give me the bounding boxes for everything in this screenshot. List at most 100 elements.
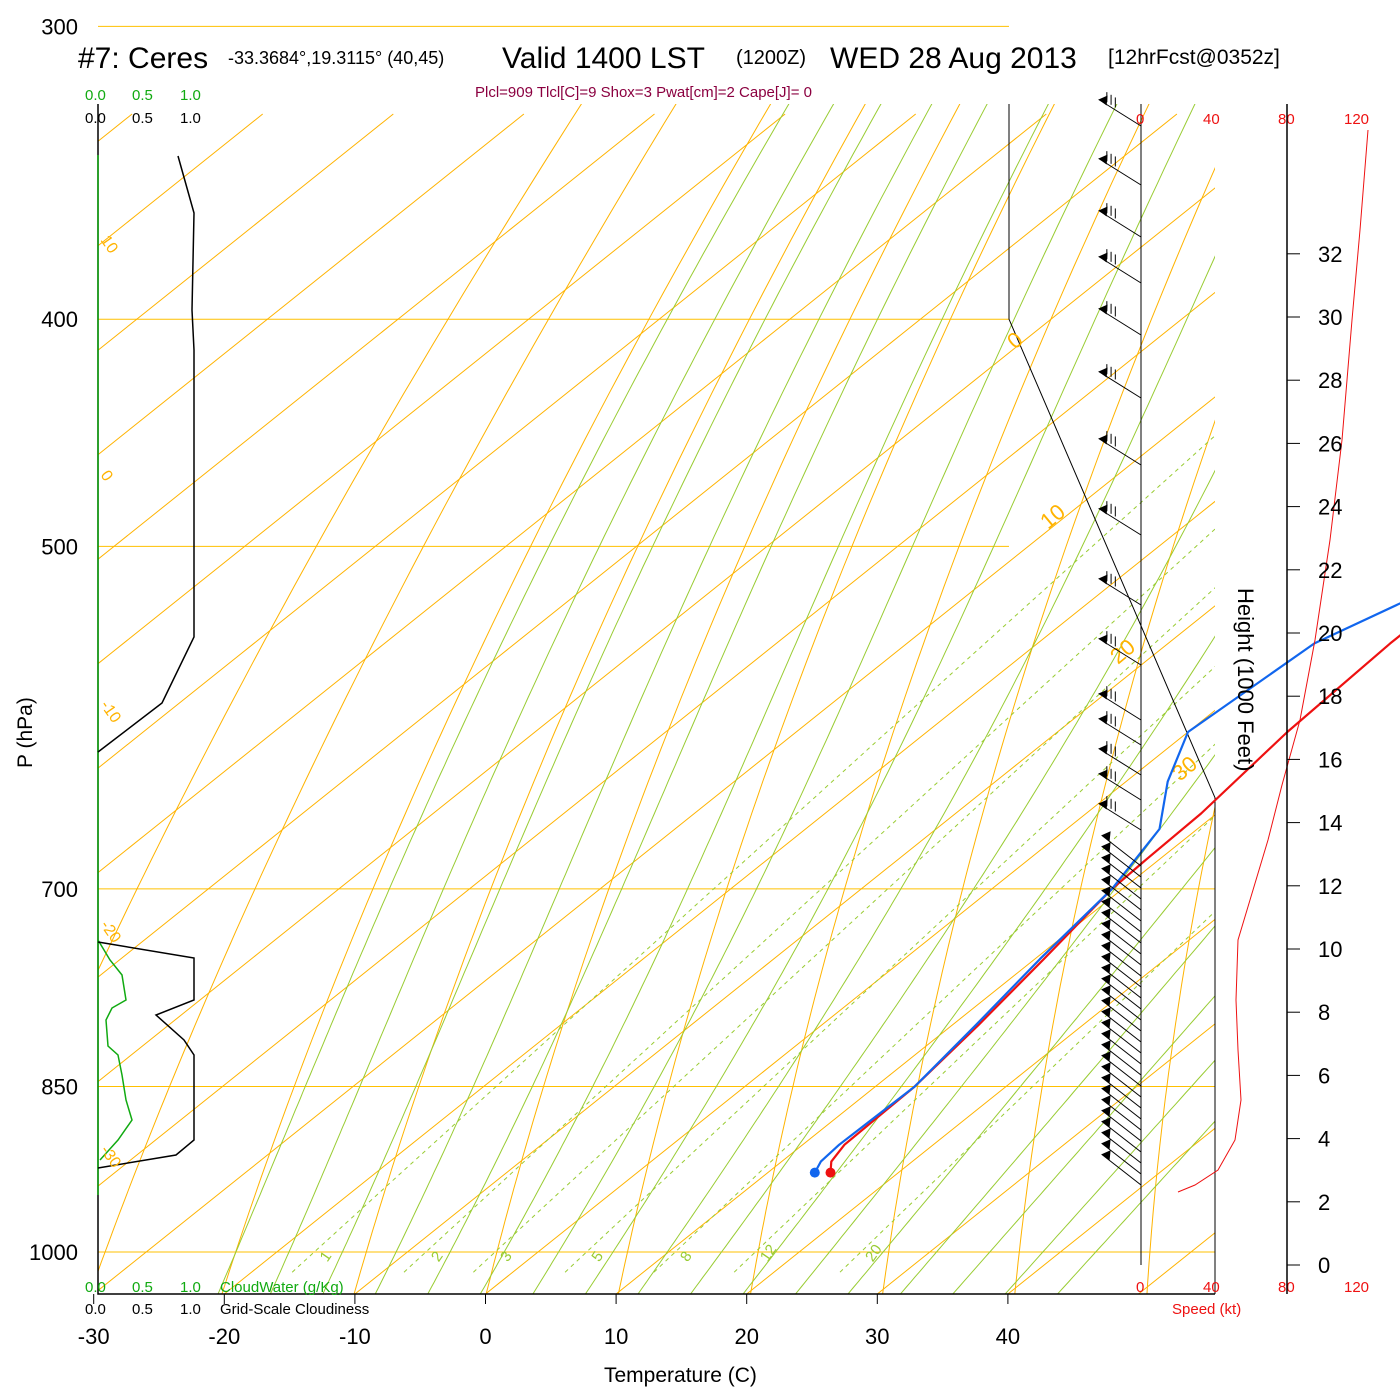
- wind-barb-staff: [1101, 1065, 1142, 1098]
- wind-barb-pennant: [1101, 941, 1111, 952]
- cloudiness-profile-lower: [97, 941, 195, 1169]
- wind-barb-staff: [1101, 1054, 1142, 1087]
- wind-barb-staff: [1101, 1021, 1142, 1054]
- pressure-tick-400: 400: [41, 307, 78, 332]
- wind-barb-staff: [1101, 944, 1142, 977]
- height-tick-label: 22: [1318, 558, 1342, 583]
- height-axis-label: Height (1000 Feet): [1233, 588, 1258, 771]
- moist-adiabat-line: [532, 104, 1118, 1294]
- dry-adiabat-line: [882, 166, 1215, 1294]
- height-tick-label: 32: [1318, 242, 1342, 267]
- height-tick-label: 28: [1318, 368, 1342, 393]
- wind-barb-staff: [1101, 889, 1142, 922]
- moist-adiabat-line: [217, 104, 790, 1294]
- wind-speed-profile: [1177, 129, 1369, 1193]
- isotherm-label-left: -10: [97, 698, 124, 727]
- isobar-lines: [98, 25, 1215, 1253]
- speed-bottom-tick-1: 40: [1203, 1279, 1220, 1296]
- cloudiness-bottom-tick-2: 1.0: [180, 1301, 201, 1318]
- isotherm-line: [98, 113, 394, 351]
- height-tick-label: 0: [1318, 1253, 1330, 1278]
- wind-panel: 0 40 80 120 0 40 80 120 Speed (kt): [1136, 104, 1369, 1318]
- height-tick-label: 2: [1318, 1190, 1330, 1215]
- pressure-tick-500: 500: [41, 534, 78, 559]
- cloudiness-bottom-tick-0: 0.0: [85, 1301, 106, 1318]
- moist-adiabat-line: [479, 104, 1049, 1294]
- forecast-info: [12hrFcst@0352z]: [1108, 46, 1280, 69]
- wind-barb-pennant: [1098, 504, 1108, 515]
- isotherm-line: [223, 500, 1215, 1294]
- wind-barb-staff: [1101, 1131, 1142, 1164]
- wind-barb-pennant: [1098, 689, 1108, 700]
- isotherm-line: [98, 113, 786, 665]
- cloudiness-bottom-tick-1: 0.5: [132, 1301, 153, 1318]
- station-title: #7: Ceres: [78, 42, 208, 75]
- speed-top-tick-3: 120: [1344, 111, 1369, 128]
- mixing-ratio-label: 8: [677, 1248, 696, 1265]
- mixing-ratio-label: 2: [428, 1248, 447, 1265]
- wind-barb-staff: [1101, 922, 1142, 955]
- temperature-tick-label: -10: [339, 1324, 371, 1349]
- wind-barb-pennant: [1098, 634, 1108, 645]
- temperature-tick-label: 20: [734, 1324, 758, 1349]
- speed-bottom-tick-3: 120: [1344, 1279, 1369, 1296]
- wind-barb-pennant: [1101, 930, 1111, 941]
- height-tick-label: 4: [1318, 1127, 1330, 1152]
- wind-barb-staff: [1101, 911, 1142, 944]
- wind-barb-pennant: [1101, 886, 1111, 897]
- temperature-tick-label: 40: [996, 1324, 1020, 1349]
- isotherm-label-right: 20: [1105, 634, 1140, 669]
- wind-barb-staff: [1101, 878, 1142, 911]
- wind-barb-pennant: [1098, 714, 1108, 725]
- temperature-tick-label: 30: [865, 1324, 889, 1349]
- moist-adiabat-line: [269, 104, 835, 1294]
- dry-adiabat-line: [1014, 419, 1215, 1294]
- moist-adiabat-line: [689, 469, 1215, 1294]
- zulu-time: (1200Z): [736, 47, 806, 69]
- moist-adiabat-line: [952, 995, 1215, 1294]
- temperature-tick-label: 0: [479, 1324, 491, 1349]
- wind-barb-pennant: [1101, 908, 1111, 919]
- wind-barb-pennant: [1098, 206, 1108, 217]
- height-tick-label: 20: [1318, 621, 1342, 646]
- temperature-tick-label: 10: [604, 1324, 628, 1349]
- height-tick-label: 6: [1318, 1063, 1330, 1088]
- wind-barb-pennant: [1101, 875, 1111, 886]
- wind-barb-staff: [1101, 856, 1142, 889]
- height-tick-label: 26: [1318, 431, 1342, 456]
- wind-barb-pennant: [1101, 1106, 1111, 1117]
- wind-barb-pennant: [1101, 853, 1111, 864]
- wind-barb-staff: [1101, 1142, 1142, 1175]
- frame-left-bottom: [97, 104, 1215, 1295]
- cloudwater-top-tick-1: 0.5: [132, 87, 153, 104]
- wind-barb-pennant: [1101, 1062, 1111, 1073]
- wind-barb-pennant: [1098, 744, 1108, 755]
- dry-adiabat-line: [353, 104, 866, 1294]
- height-tick-label: 16: [1318, 747, 1342, 772]
- cloudwater-profile: [97, 939, 133, 1161]
- wind-barb-pennant: [1101, 963, 1111, 974]
- height-tick-label: 12: [1318, 874, 1342, 899]
- wind-barbs: [1098, 92, 1142, 1186]
- isotherm-line: [485, 709, 1215, 1294]
- pressure-axis-label: P (hPa): [14, 697, 37, 768]
- dry-adiabat-line: [750, 104, 1150, 1294]
- moist-adiabat-line: [847, 846, 1215, 1294]
- height-tick-label: 8: [1318, 1000, 1330, 1025]
- mixing-ratio-lines: [291, 435, 1215, 1273]
- wind-barb-staff: [1101, 1087, 1142, 1120]
- wind-barb-staff: [1101, 1153, 1142, 1186]
- mixing-ratio-line: [653, 743, 1215, 1273]
- moist-adiabat-line: [427, 104, 988, 1294]
- wind-barb-pennant: [1101, 1095, 1111, 1106]
- wind-barb-pennant: [1101, 1007, 1111, 1018]
- wind-barb-staff: [1101, 900, 1142, 933]
- cloudiness-label: Grid-Scale Cloudiness: [220, 1301, 369, 1318]
- sounding-traces: [809, 602, 1400, 1178]
- isotherm-label-right: 10: [1035, 499, 1070, 534]
- cloudiness-top-tick-1: 0.5: [132, 110, 153, 127]
- wind-barb-pennant: [1101, 1139, 1111, 1150]
- cloudiness-profile-upper: [97, 155, 195, 753]
- pressure-tick-700: 700: [41, 877, 78, 902]
